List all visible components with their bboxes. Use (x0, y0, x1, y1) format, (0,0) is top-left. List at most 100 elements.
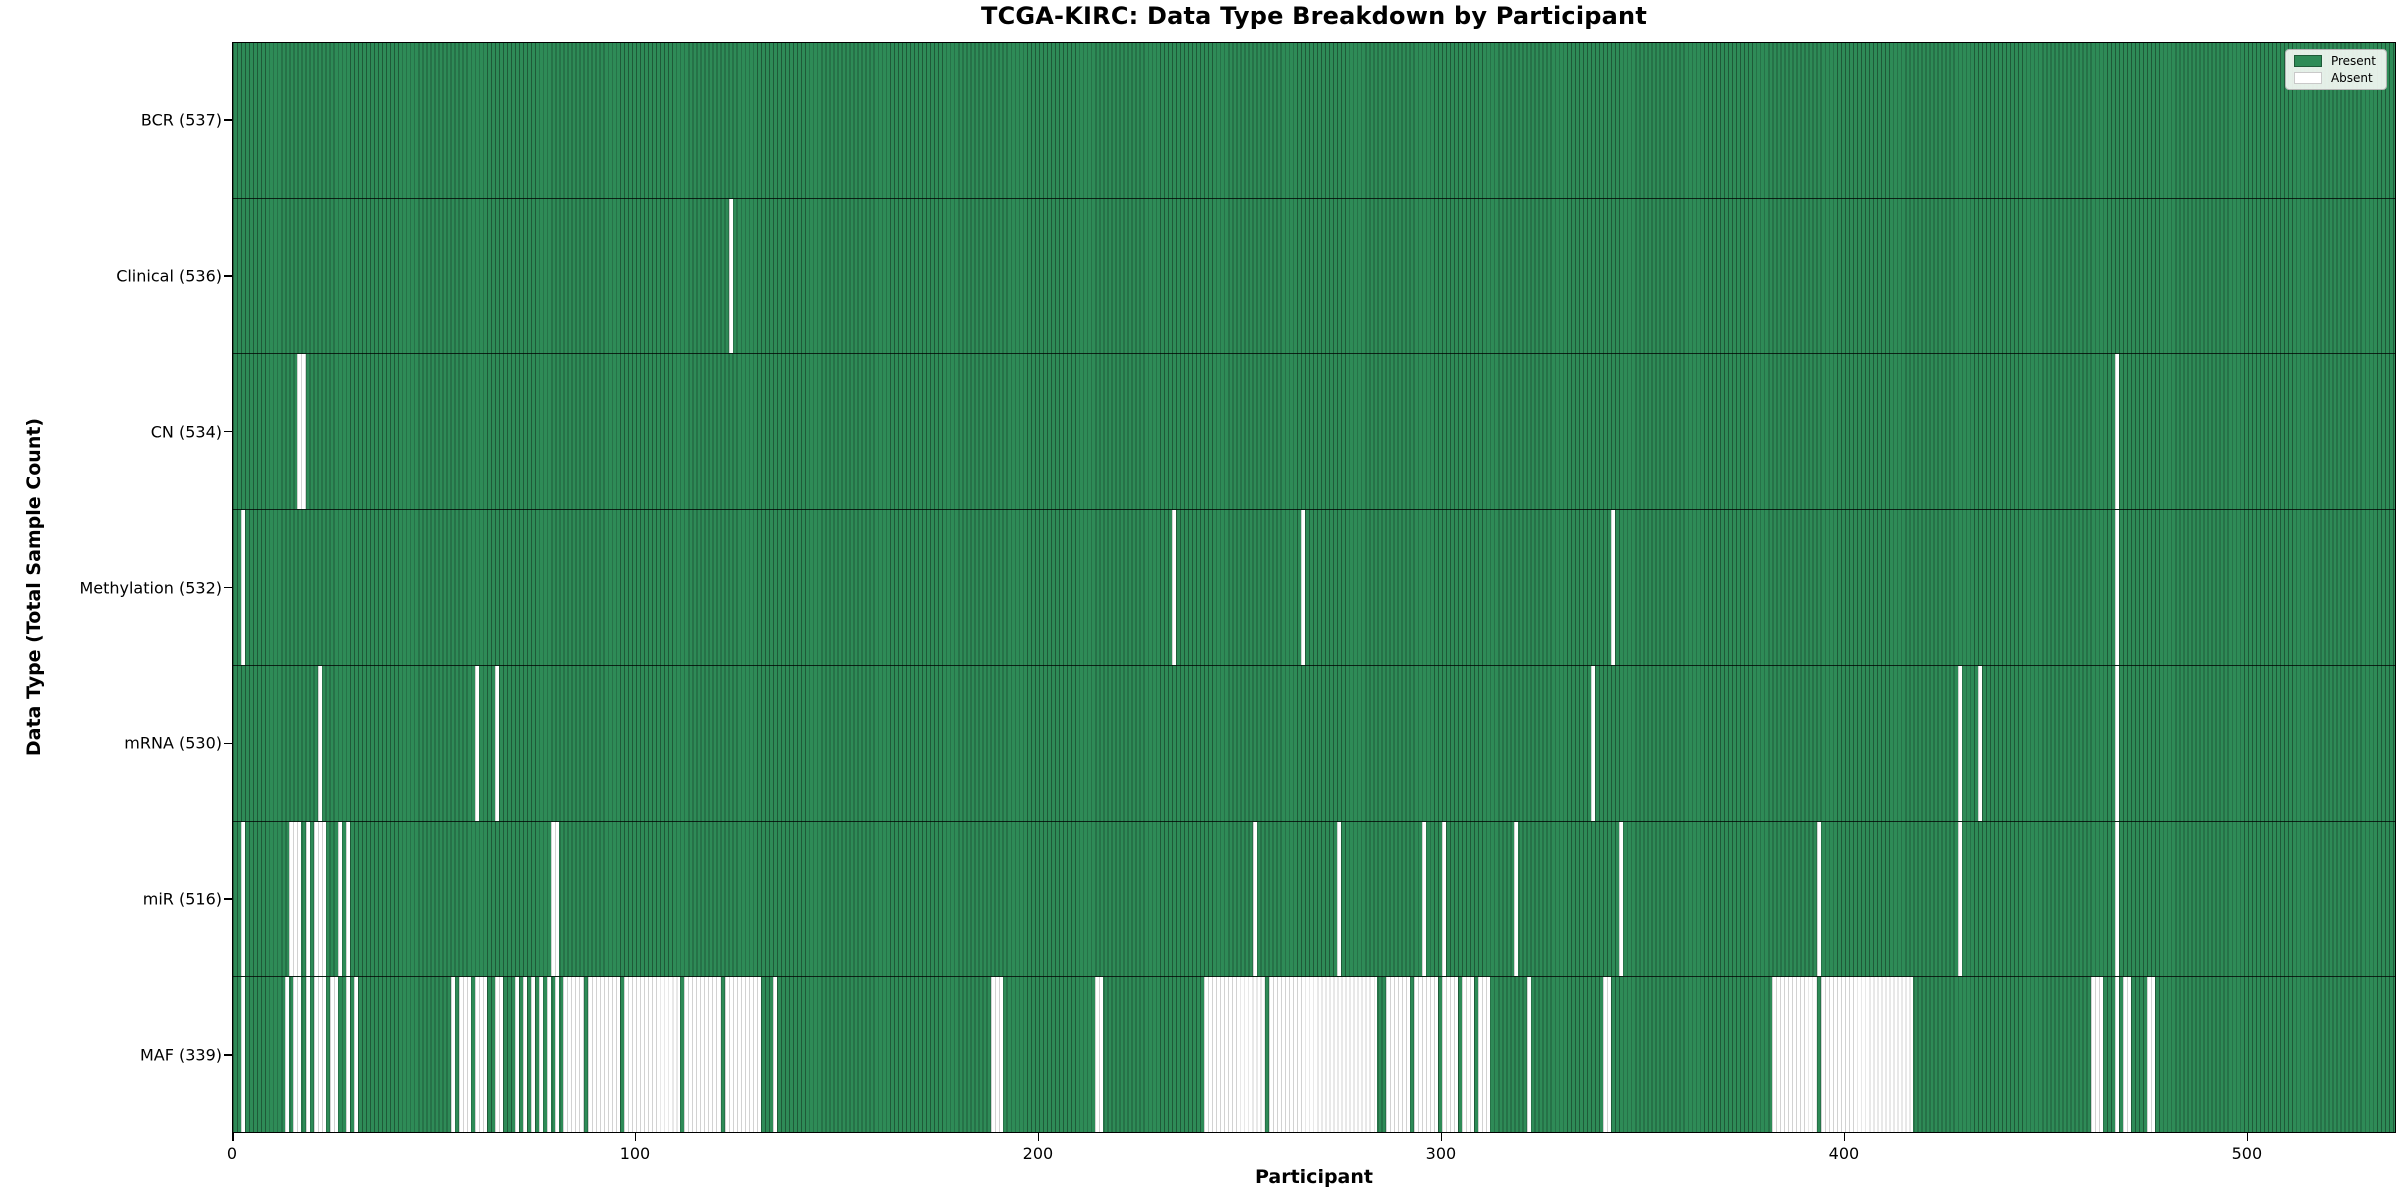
absent-stripe (293, 977, 302, 1133)
y-tick-label-methylation: Methylation (532) (79, 578, 222, 597)
absent-stripe (353, 977, 358, 1133)
absent-stripe (2090, 977, 2103, 1133)
absent-stripe (313, 821, 326, 977)
legend-absent-label: Absent (2330, 71, 2373, 85)
legend-item-absent: Absent (2293, 71, 2376, 85)
x-tick-label: 300 (1425, 1144, 1457, 1163)
absent-stripe (623, 977, 681, 1133)
absent-stripe (551, 821, 560, 977)
legend-present-swatch (2293, 55, 2322, 67)
absent-stripe (1611, 510, 1616, 665)
absent-stripe (1171, 510, 1176, 665)
absent-stripe (1977, 665, 1982, 821)
absent-stripe (1957, 821, 1962, 977)
x-tick-mark (634, 1133, 637, 1141)
absent-stripe (555, 977, 560, 1133)
y-tick-mark (224, 742, 232, 745)
absent-stripe (531, 977, 536, 1133)
absent-stripe (684, 977, 721, 1133)
row-bcr (233, 43, 2395, 199)
y-tick-label-mir: miR (516) (142, 889, 222, 909)
absent-stripe (539, 977, 544, 1133)
x-tick-label: 400 (1828, 1144, 1860, 1163)
x-tick-mark (2246, 1133, 2249, 1141)
row-clinical (233, 198, 2395, 355)
absent-stripe (305, 977, 310, 1133)
row-mrna (233, 665, 2395, 822)
y-tick-mark (224, 1054, 232, 1056)
absent-stripe (547, 977, 552, 1133)
absent-stripe (494, 977, 503, 1133)
absent-stripe (1957, 665, 1962, 821)
absent-stripe (2114, 665, 2119, 821)
absent-stripe (2114, 977, 2119, 1133)
absent-stripe (1385, 977, 1410, 1133)
absent-stripe (772, 977, 777, 1133)
absent-stripe (285, 977, 290, 1133)
absent-stripe (241, 510, 246, 665)
absent-stripe (1772, 977, 1817, 1133)
absent-stripe (1462, 977, 1475, 1133)
absent-stripe (1619, 821, 1624, 977)
absent-stripe (458, 977, 471, 1133)
absent-stripe (1514, 821, 1519, 977)
x-tick-mark (1037, 1133, 1040, 1141)
absent-stripe (2114, 354, 2119, 510)
absent-stripe (329, 977, 338, 1133)
absent-stripe (563, 977, 584, 1133)
absent-stripe (297, 354, 306, 510)
absent-stripe (450, 977, 455, 1133)
absent-stripe (2147, 977, 2156, 1133)
absent-stripe (2114, 821, 2119, 977)
y-tick-label-maf: MAF (339) (139, 1045, 222, 1065)
legend-item-present: Present (2293, 54, 2376, 68)
absent-stripe (313, 977, 326, 1133)
absent-stripe (1816, 821, 1821, 977)
x-tick-label: 0 (226, 1144, 238, 1163)
legend-present-label: Present (2330, 54, 2376, 68)
absent-stripe (724, 977, 761, 1133)
absent-stripe (1441, 977, 1459, 1133)
absent-stripe (1603, 977, 1612, 1133)
absent-stripe (1441, 821, 1446, 977)
absent-stripe (1268, 977, 1378, 1133)
x-axis-label: Participant (1254, 1166, 1373, 1188)
y-tick-label-cn: CN (534) (150, 422, 222, 442)
absent-stripe (1820, 977, 1914, 1133)
row-mir (233, 821, 2395, 978)
absent-stripe (474, 665, 479, 821)
y-tick-mark (224, 275, 232, 277)
row-maf (233, 977, 2395, 1133)
absent-stripe (317, 665, 322, 821)
y-tick-label-mrna: mRNA (530) (124, 733, 222, 753)
absent-stripe (1337, 821, 1342, 977)
absent-stripe (337, 821, 342, 977)
chart-title: TCGA-KIRC: Data Type Breakdown by Partic… (981, 2, 1647, 30)
plot-area: Present Absent (232, 42, 2396, 1133)
absent-stripe (494, 665, 499, 821)
row-cn (233, 354, 2395, 511)
absent-stripe (241, 821, 246, 977)
row-methylation (233, 510, 2395, 666)
x-tick-label: 500 (2231, 1144, 2263, 1163)
absent-stripe (1421, 821, 1426, 977)
absent-stripe (1095, 977, 1104, 1133)
absent-stripe (474, 977, 487, 1133)
absent-stripe (305, 821, 310, 977)
legend-absent-swatch (2293, 72, 2322, 84)
y-axis-label-text: Data Type (Total Sample Count) (23, 417, 45, 757)
absent-stripe (345, 821, 350, 977)
absent-stripe (1413, 977, 1438, 1133)
absent-stripe (345, 977, 350, 1133)
x-tick-mark (1440, 1133, 1443, 1141)
legend: Present Absent (2284, 49, 2387, 90)
absent-stripe (289, 821, 302, 977)
rows-container (233, 43, 2395, 1133)
absent-stripe (1204, 977, 1265, 1133)
y-tick-label-bcr: BCR (537) (140, 110, 222, 130)
x-tick-mark (1843, 1133, 1846, 1141)
absent-stripe (1252, 821, 1257, 977)
x-tick-mark (232, 1133, 234, 1141)
absent-stripe (523, 977, 528, 1133)
y-tick-mark (224, 119, 232, 121)
